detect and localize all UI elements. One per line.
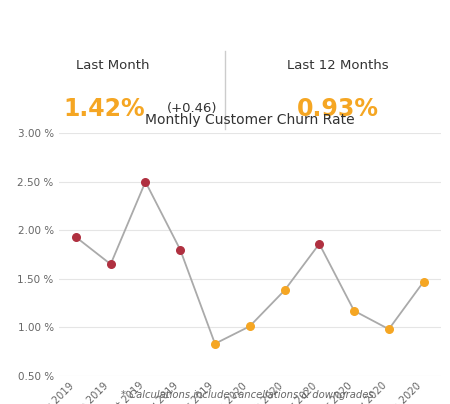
- Text: Last Month: Last Month: [76, 59, 149, 72]
- Point: [316, 241, 323, 247]
- Text: Last 12 Months: Last 12 Months: [287, 59, 388, 72]
- Point: [142, 179, 149, 185]
- Text: 1.42%: 1.42%: [63, 97, 144, 121]
- Point: [246, 323, 253, 330]
- Text: 0.93%: 0.93%: [297, 97, 378, 121]
- Text: Customer Churn*: Customer Churn*: [138, 14, 312, 32]
- Point: [72, 234, 80, 240]
- Point: [385, 326, 392, 332]
- Point: [107, 261, 114, 267]
- Title: Monthly Customer Churn Rate: Monthly Customer Churn Rate: [145, 113, 355, 126]
- Text: (+0.46): (+0.46): [166, 103, 217, 116]
- Text: * Calculations include cancellations & downgrades: * Calculations include cancellations & d…: [121, 390, 374, 400]
- Point: [281, 287, 288, 294]
- Point: [212, 341, 219, 347]
- Point: [420, 278, 427, 285]
- Point: [351, 307, 358, 314]
- Point: [176, 246, 184, 253]
